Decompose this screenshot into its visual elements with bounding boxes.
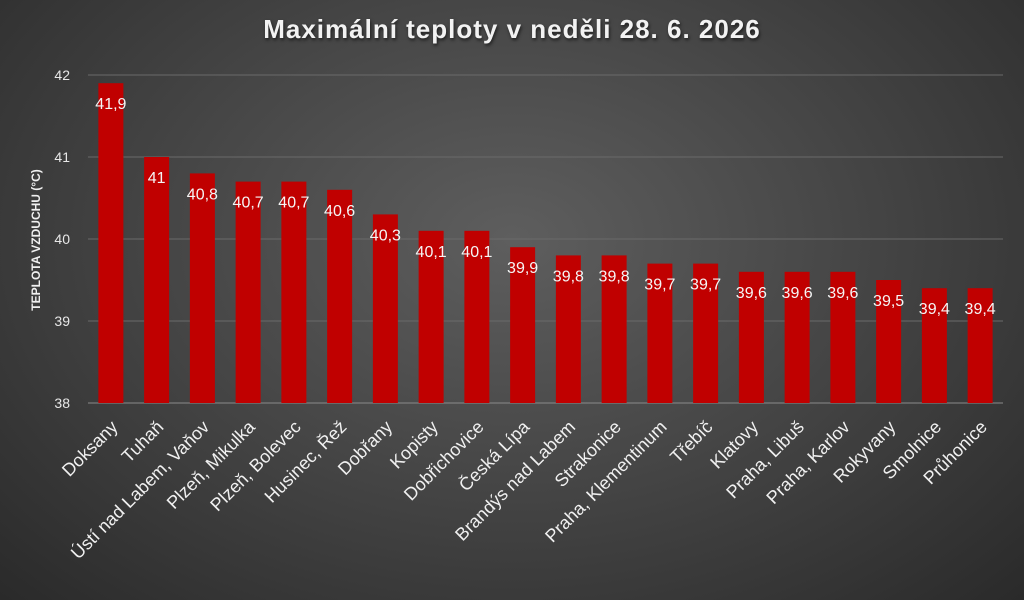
data-label: 41,9 <box>95 96 126 113</box>
bar <box>601 255 627 403</box>
bar <box>921 288 947 403</box>
bar <box>784 271 810 403</box>
x-tick-label: Doksany <box>58 417 122 481</box>
bar <box>281 181 307 403</box>
data-label: 39,4 <box>965 301 996 318</box>
bar <box>418 230 444 403</box>
y-tick-label: 38 <box>54 395 70 411</box>
bar <box>555 255 581 403</box>
data-label: 39,6 <box>782 285 813 302</box>
data-label: 39,7 <box>644 277 675 294</box>
bar <box>830 271 856 403</box>
y-axis-title: TEPLOTA VZDUCHU (°C) <box>29 169 43 310</box>
bar <box>738 271 764 403</box>
bar <box>98 83 124 403</box>
data-label: 39,8 <box>553 268 584 285</box>
data-label: 40,7 <box>233 195 264 212</box>
data-label: 39,8 <box>599 268 630 285</box>
data-label: 39,6 <box>736 285 767 302</box>
bars <box>98 83 993 403</box>
y-tick-label: 39 <box>54 313 70 329</box>
data-label: 39,9 <box>507 260 538 277</box>
bar <box>693 263 719 403</box>
data-label: 39,5 <box>873 293 904 310</box>
data-label: 39,7 <box>690 277 721 294</box>
data-label: 39,6 <box>827 285 858 302</box>
bar <box>647 263 673 403</box>
data-label: 40,3 <box>370 227 401 244</box>
bar <box>967 288 993 403</box>
data-label: 40,8 <box>187 186 218 203</box>
y-axis-ticks: 38 39 40 41 42 <box>54 67 70 411</box>
bar <box>876 280 902 403</box>
data-label: 40,1 <box>461 244 492 261</box>
gridlines <box>88 74 1003 404</box>
bar <box>189 173 215 403</box>
y-tick-label: 41 <box>54 149 70 165</box>
y-tick-label: 42 <box>54 67 70 83</box>
data-label: 40,6 <box>324 203 355 220</box>
y-tick-label: 40 <box>54 231 70 247</box>
bar <box>464 230 490 403</box>
bar <box>327 189 353 403</box>
data-label: 40,1 <box>416 244 447 261</box>
data-label: 40,7 <box>278 195 309 212</box>
bar <box>144 157 170 403</box>
data-label: 41 <box>148 170 166 187</box>
chart-title: Maximální teploty v neděli 28. 6. 2026 <box>263 14 761 44</box>
bar <box>372 214 398 403</box>
value-labels: 41,9 41 40,8 40,7 40,7 40,6 40,3 40,1 40,1 39,9 39… <box>95 96 995 318</box>
bar <box>510 247 536 403</box>
data-label: 39,4 <box>919 301 950 318</box>
bar <box>235 181 261 403</box>
